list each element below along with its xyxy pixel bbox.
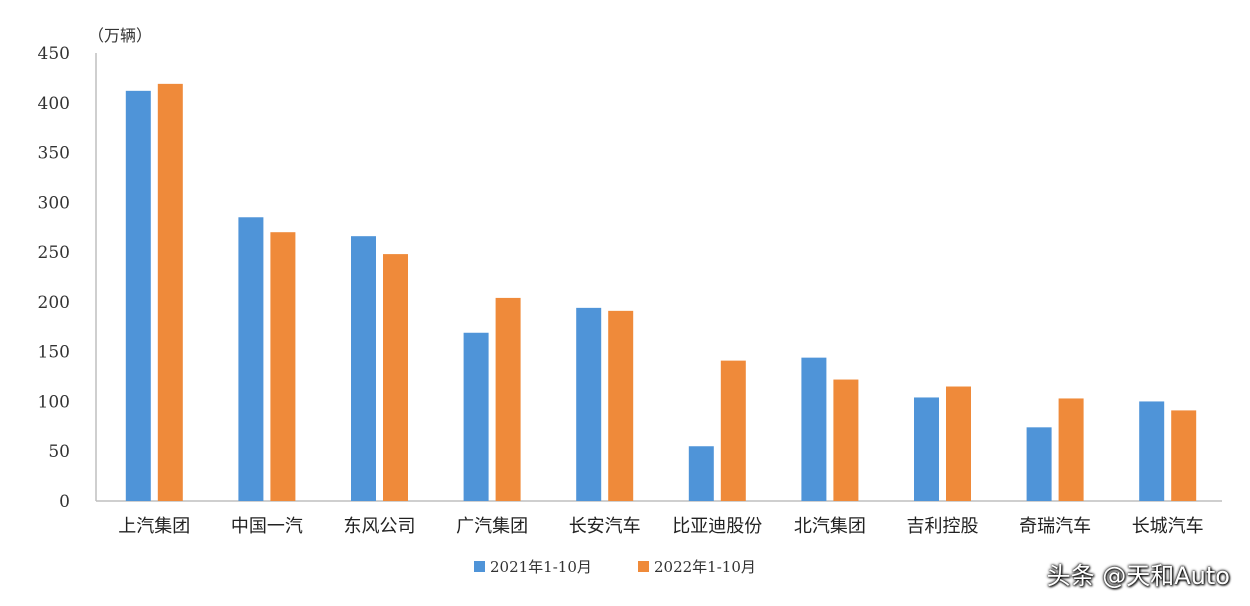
bar-1-2 (238, 217, 264, 501)
bar-2-4 (495, 297, 521, 501)
x-category-label: 北汽集团 (794, 516, 866, 537)
y-tick-label: 100 (38, 392, 70, 412)
bars-group (125, 83, 1197, 502)
y-tick-label: 300 (38, 193, 70, 213)
y-tick-label: 0 (59, 492, 70, 512)
bar-1-9 (1026, 427, 1052, 501)
bar-2-7 (833, 379, 859, 501)
y-tick-label: 450 (38, 44, 70, 64)
bar-1-3 (351, 236, 376, 501)
y-axis-tick-labels: 0 50 100 150 200 250 300 350 400 450 (38, 44, 70, 512)
y-tick-label: 400 (38, 94, 70, 114)
bar-2-6 (720, 360, 746, 501)
x-category-label: 长安汽车 (569, 516, 641, 537)
x-category-label: 吉利控股 (907, 516, 979, 537)
bar-2-1 (157, 83, 183, 502)
x-category-label: 广汽集团 (456, 516, 528, 537)
x-category-label: 东风公司 (344, 516, 416, 537)
bar-1-6 (688, 446, 714, 501)
legend-swatch-2 (638, 561, 649, 572)
y-tick-label: 150 (38, 343, 70, 363)
legend-swatch-1 (474, 561, 485, 572)
legend-label-1: 2021年1-10月 (490, 558, 592, 576)
bar-1-10 (1139, 401, 1165, 501)
x-category-label: 比亚迪股份 (672, 516, 762, 537)
bar-1-5 (576, 307, 602, 501)
y-tick-label: 50 (48, 442, 70, 462)
y-tick-label: 350 (38, 144, 70, 164)
legend: 2021年1-10月 2022年1-10月 (474, 558, 756, 576)
x-category-label: 中国一汽 (231, 516, 303, 537)
legend-label-2: 2022年1-10月 (654, 558, 756, 576)
bar-2-10 (1171, 410, 1197, 501)
x-category-label: 奇瑞汽车 (1019, 516, 1091, 537)
bar-1-1 (125, 90, 151, 501)
bar-2-2 (270, 232, 296, 501)
x-category-label: 上汽集团 (118, 516, 190, 537)
x-axis-category-labels: 上汽集团 中国一汽 东风公司 广汽集团 长安汽车 比亚迪股份 北汽集团 吉利控股 奇瑞汽车 长城汽… (118, 516, 1203, 537)
watermark: 头条 @天和Auto (1046, 562, 1230, 590)
bar-2-5 (608, 310, 634, 501)
bar-1-8 (914, 397, 939, 501)
bar-2-3 (383, 254, 408, 501)
bar-2-8 (946, 386, 971, 501)
x-category-label: 长城汽车 (1132, 516, 1204, 537)
bar-2-9 (1058, 398, 1084, 501)
y-tick-label: 200 (38, 293, 70, 313)
y-tick-label: 250 (38, 243, 70, 263)
bar-1-7 (801, 357, 827, 501)
bar-1-4 (463, 332, 489, 501)
y-axis-unit-label: （万辆） (88, 26, 152, 45)
